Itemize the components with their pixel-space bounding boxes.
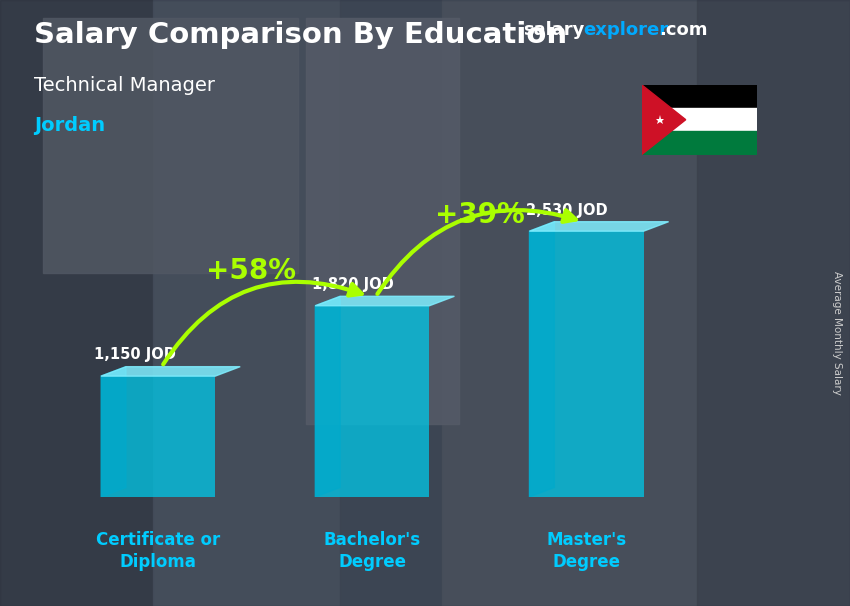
Text: 1,150 JOD: 1,150 JOD — [94, 347, 176, 362]
Polygon shape — [101, 367, 241, 376]
Text: +39%: +39% — [434, 201, 524, 230]
Text: .com: .com — [659, 21, 707, 39]
Text: Bachelor's
Degree: Bachelor's Degree — [324, 530, 421, 571]
Text: Master's
Degree: Master's Degree — [547, 530, 626, 571]
Bar — [306, 18, 459, 424]
Text: Technical Manager: Technical Manager — [34, 76, 215, 95]
Polygon shape — [530, 222, 669, 231]
Text: Average Monthly Salary: Average Monthly Salary — [832, 271, 842, 395]
Bar — [101, 376, 215, 497]
Bar — [642, 85, 756, 108]
Text: 1,820 JOD: 1,820 JOD — [312, 277, 394, 292]
Bar — [697, 0, 850, 606]
Bar — [0, 0, 153, 606]
Bar — [530, 231, 643, 497]
Bar — [315, 306, 429, 497]
Bar — [642, 108, 756, 132]
Text: 2,530 JOD: 2,530 JOD — [526, 202, 608, 218]
Text: Salary Comparison By Education: Salary Comparison By Education — [34, 21, 567, 49]
Text: salary: salary — [523, 21, 584, 39]
Polygon shape — [642, 85, 686, 155]
Text: Certificate or
Diploma: Certificate or Diploma — [96, 530, 220, 571]
Polygon shape — [315, 296, 455, 306]
Bar — [442, 0, 697, 606]
Bar — [42, 18, 298, 273]
Polygon shape — [530, 222, 554, 497]
Bar — [153, 0, 340, 606]
Bar — [340, 0, 442, 606]
Polygon shape — [315, 296, 340, 497]
Bar — [642, 132, 756, 155]
Text: +58%: +58% — [206, 257, 296, 285]
Text: Jordan: Jordan — [34, 116, 105, 135]
Polygon shape — [101, 367, 126, 497]
Text: explorer: explorer — [583, 21, 668, 39]
